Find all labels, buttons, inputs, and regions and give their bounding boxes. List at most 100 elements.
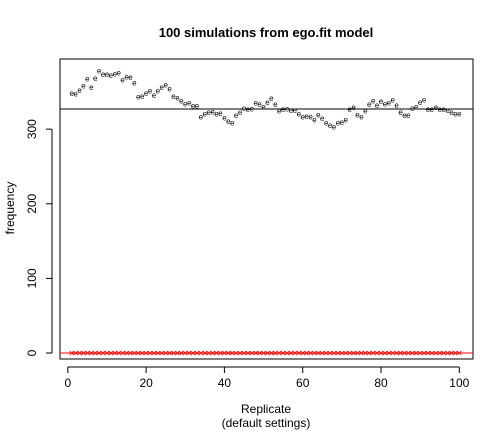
zero-point	[288, 350, 294, 356]
zero-point	[104, 350, 110, 356]
data-point: e	[187, 99, 192, 108]
zero-point	[374, 350, 380, 356]
zero-point	[167, 350, 172, 356]
zero-point	[363, 350, 368, 356]
zero-point	[233, 350, 239, 356]
data-point: e	[163, 81, 168, 90]
reference-lines	[60, 108, 473, 354]
zero-point	[316, 350, 321, 356]
zero-point	[179, 350, 184, 356]
data-point: e	[148, 87, 153, 96]
zero-point	[402, 350, 407, 356]
data-point: e	[304, 112, 309, 121]
zero-point	[132, 350, 137, 356]
x-tick-label: 40	[218, 376, 232, 390]
x-tick-label: 100	[449, 376, 469, 390]
data-point: e	[85, 75, 90, 84]
zero-point	[92, 350, 98, 356]
zero-point	[202, 350, 208, 356]
zero-point	[320, 350, 325, 356]
data-point: e	[195, 102, 200, 111]
data-point: e	[105, 70, 110, 79]
zero-point	[300, 350, 305, 356]
data-point: e	[347, 105, 352, 114]
data-point: e	[179, 96, 184, 105]
data-point: e	[363, 107, 368, 116]
zero-point	[206, 350, 212, 356]
zero-point	[194, 350, 200, 356]
zero-point	[421, 350, 427, 356]
zero-point	[108, 350, 114, 356]
zero-point	[308, 350, 313, 356]
data-point: e	[324, 119, 329, 128]
zero-point	[69, 350, 75, 356]
zero-point	[139, 350, 145, 356]
zero-point	[226, 350, 231, 356]
data-point: e	[402, 111, 407, 120]
y-axis-label: frequency	[3, 182, 17, 235]
zero-point	[359, 350, 364, 356]
x-tick-label: 0	[64, 376, 71, 390]
data-point: e	[379, 97, 384, 106]
data-point: e	[242, 104, 247, 113]
zero-point	[280, 350, 286, 356]
zero-point	[120, 350, 125, 356]
data-point: e	[434, 103, 439, 112]
data-point: e	[281, 105, 286, 114]
zero-point	[198, 350, 204, 356]
zero-point	[77, 350, 82, 356]
x-axis-sublabel: (default settings)	[222, 416, 311, 430]
zero-point	[261, 350, 266, 356]
zero-point	[218, 350, 223, 356]
data-point: e	[449, 108, 454, 117]
zero-point	[73, 350, 78, 356]
zero-point	[159, 350, 165, 356]
zero-point	[276, 350, 282, 356]
zero-point	[100, 350, 106, 356]
data-point: e	[234, 111, 239, 120]
data-point: e	[191, 102, 196, 111]
data-point: e	[320, 114, 325, 123]
zero-point	[296, 350, 302, 356]
zero-point	[112, 350, 118, 356]
zero-point	[351, 350, 356, 356]
data-point: e	[351, 103, 356, 112]
data-point: e	[218, 109, 223, 118]
zero-point	[429, 350, 435, 356]
y-tick-label: 300	[25, 119, 39, 139]
x-tick-label: 80	[374, 376, 388, 390]
data-point: e	[152, 91, 157, 100]
data-point: e	[257, 100, 262, 109]
zero-point	[89, 350, 94, 356]
y-axis: 0 100 200 300	[25, 119, 53, 356]
data-point: e	[246, 105, 251, 114]
data-point: e	[375, 101, 380, 110]
data-point: e	[254, 99, 259, 108]
zero-point	[347, 350, 352, 356]
data-point: e	[383, 99, 388, 108]
chart-title: 100 simulations from ego.fit model	[159, 25, 374, 40]
data-point: e	[445, 106, 450, 115]
data-point: e	[265, 98, 270, 107]
data-point: e	[167, 84, 172, 93]
x-axis-label: Replicate	[241, 402, 291, 416]
data-point: e	[175, 93, 180, 102]
zero-point	[96, 350, 102, 356]
data-point: e	[70, 89, 75, 98]
data-point: e	[328, 121, 333, 130]
zero-point	[437, 350, 443, 356]
data-point: e	[418, 98, 423, 107]
zero-point	[147, 350, 153, 356]
data-point: e	[406, 111, 411, 120]
data-point: e	[422, 96, 427, 105]
data-point: e	[437, 105, 442, 114]
zero-point	[265, 350, 270, 356]
zero-point	[124, 350, 129, 356]
zero-point	[210, 350, 215, 356]
zero-point	[378, 350, 384, 356]
zero-point	[394, 350, 399, 356]
zero-point	[190, 350, 196, 356]
data-point: e	[116, 69, 121, 78]
data-point: e	[226, 117, 231, 126]
data-point: e	[81, 81, 86, 90]
